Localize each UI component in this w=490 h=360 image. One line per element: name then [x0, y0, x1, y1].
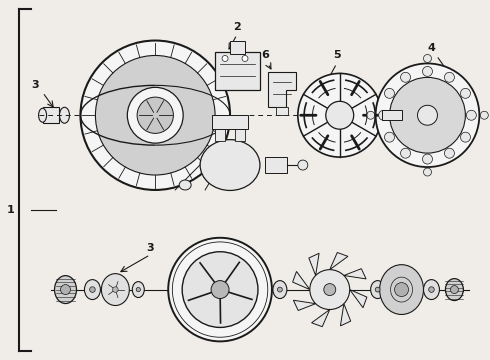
Bar: [212, 115, 248, 129]
Circle shape: [113, 287, 118, 292]
Ellipse shape: [179, 180, 191, 190]
Circle shape: [385, 132, 394, 142]
Circle shape: [385, 88, 394, 98]
Circle shape: [326, 101, 354, 129]
Ellipse shape: [390, 77, 466, 153]
Bar: [235, 128, 245, 141]
Circle shape: [298, 160, 308, 170]
Text: 5: 5: [333, 50, 341, 60]
Ellipse shape: [380, 265, 423, 315]
Circle shape: [450, 285, 458, 293]
Bar: [382, 110, 401, 120]
Ellipse shape: [80, 41, 230, 190]
Ellipse shape: [39, 108, 47, 122]
Polygon shape: [293, 271, 310, 289]
Text: 4: 4: [428, 42, 436, 53]
Circle shape: [423, 54, 432, 62]
Ellipse shape: [298, 73, 382, 157]
Circle shape: [222, 55, 228, 62]
Ellipse shape: [445, 279, 464, 301]
Circle shape: [461, 88, 470, 98]
Circle shape: [461, 132, 470, 142]
Circle shape: [400, 148, 411, 158]
Circle shape: [242, 55, 248, 62]
FancyArrowPatch shape: [352, 81, 359, 95]
Circle shape: [394, 283, 409, 297]
Circle shape: [423, 168, 432, 176]
Circle shape: [480, 111, 489, 119]
Polygon shape: [341, 304, 351, 326]
FancyArrowPatch shape: [320, 81, 328, 95]
Ellipse shape: [423, 280, 440, 300]
Circle shape: [422, 154, 433, 164]
Circle shape: [375, 287, 380, 292]
Polygon shape: [268, 72, 296, 107]
Circle shape: [466, 110, 476, 120]
Text: 6: 6: [261, 50, 269, 60]
Circle shape: [324, 284, 336, 296]
Bar: [215, 53, 260, 90]
Ellipse shape: [273, 280, 287, 298]
Polygon shape: [294, 300, 316, 310]
Ellipse shape: [182, 252, 258, 328]
Ellipse shape: [54, 276, 76, 303]
Circle shape: [61, 285, 71, 294]
Ellipse shape: [137, 97, 173, 134]
Circle shape: [429, 287, 434, 292]
Text: 7: 7: [204, 173, 212, 183]
Text: 1: 1: [7, 205, 15, 215]
Circle shape: [444, 72, 454, 82]
Polygon shape: [309, 253, 319, 275]
Circle shape: [417, 105, 438, 125]
Ellipse shape: [132, 282, 144, 298]
Polygon shape: [312, 310, 330, 327]
Text: 2: 2: [233, 22, 241, 32]
Bar: [215, 128, 225, 141]
Ellipse shape: [59, 107, 70, 123]
Ellipse shape: [84, 280, 100, 300]
FancyArrowPatch shape: [352, 136, 359, 149]
Polygon shape: [344, 269, 366, 279]
Polygon shape: [350, 289, 367, 308]
Bar: [230, 41, 245, 54]
Ellipse shape: [168, 238, 272, 341]
Circle shape: [211, 280, 229, 298]
Text: 3: 3: [32, 80, 39, 90]
Circle shape: [367, 111, 375, 119]
Polygon shape: [330, 252, 348, 270]
FancyArrowPatch shape: [320, 136, 328, 149]
Circle shape: [400, 72, 411, 82]
Circle shape: [379, 110, 389, 120]
Text: 3: 3: [147, 243, 154, 253]
Circle shape: [310, 270, 350, 310]
Ellipse shape: [101, 274, 129, 306]
Ellipse shape: [370, 280, 385, 298]
Circle shape: [444, 148, 454, 158]
Circle shape: [277, 287, 282, 292]
Circle shape: [136, 288, 141, 292]
Ellipse shape: [96, 55, 215, 175]
Circle shape: [90, 287, 95, 292]
Circle shape: [422, 67, 433, 76]
Ellipse shape: [127, 87, 183, 143]
Bar: [265, 157, 287, 173]
Ellipse shape: [376, 63, 479, 167]
Bar: [43, 107, 58, 123]
Ellipse shape: [200, 140, 260, 190]
Bar: [276, 107, 288, 115]
